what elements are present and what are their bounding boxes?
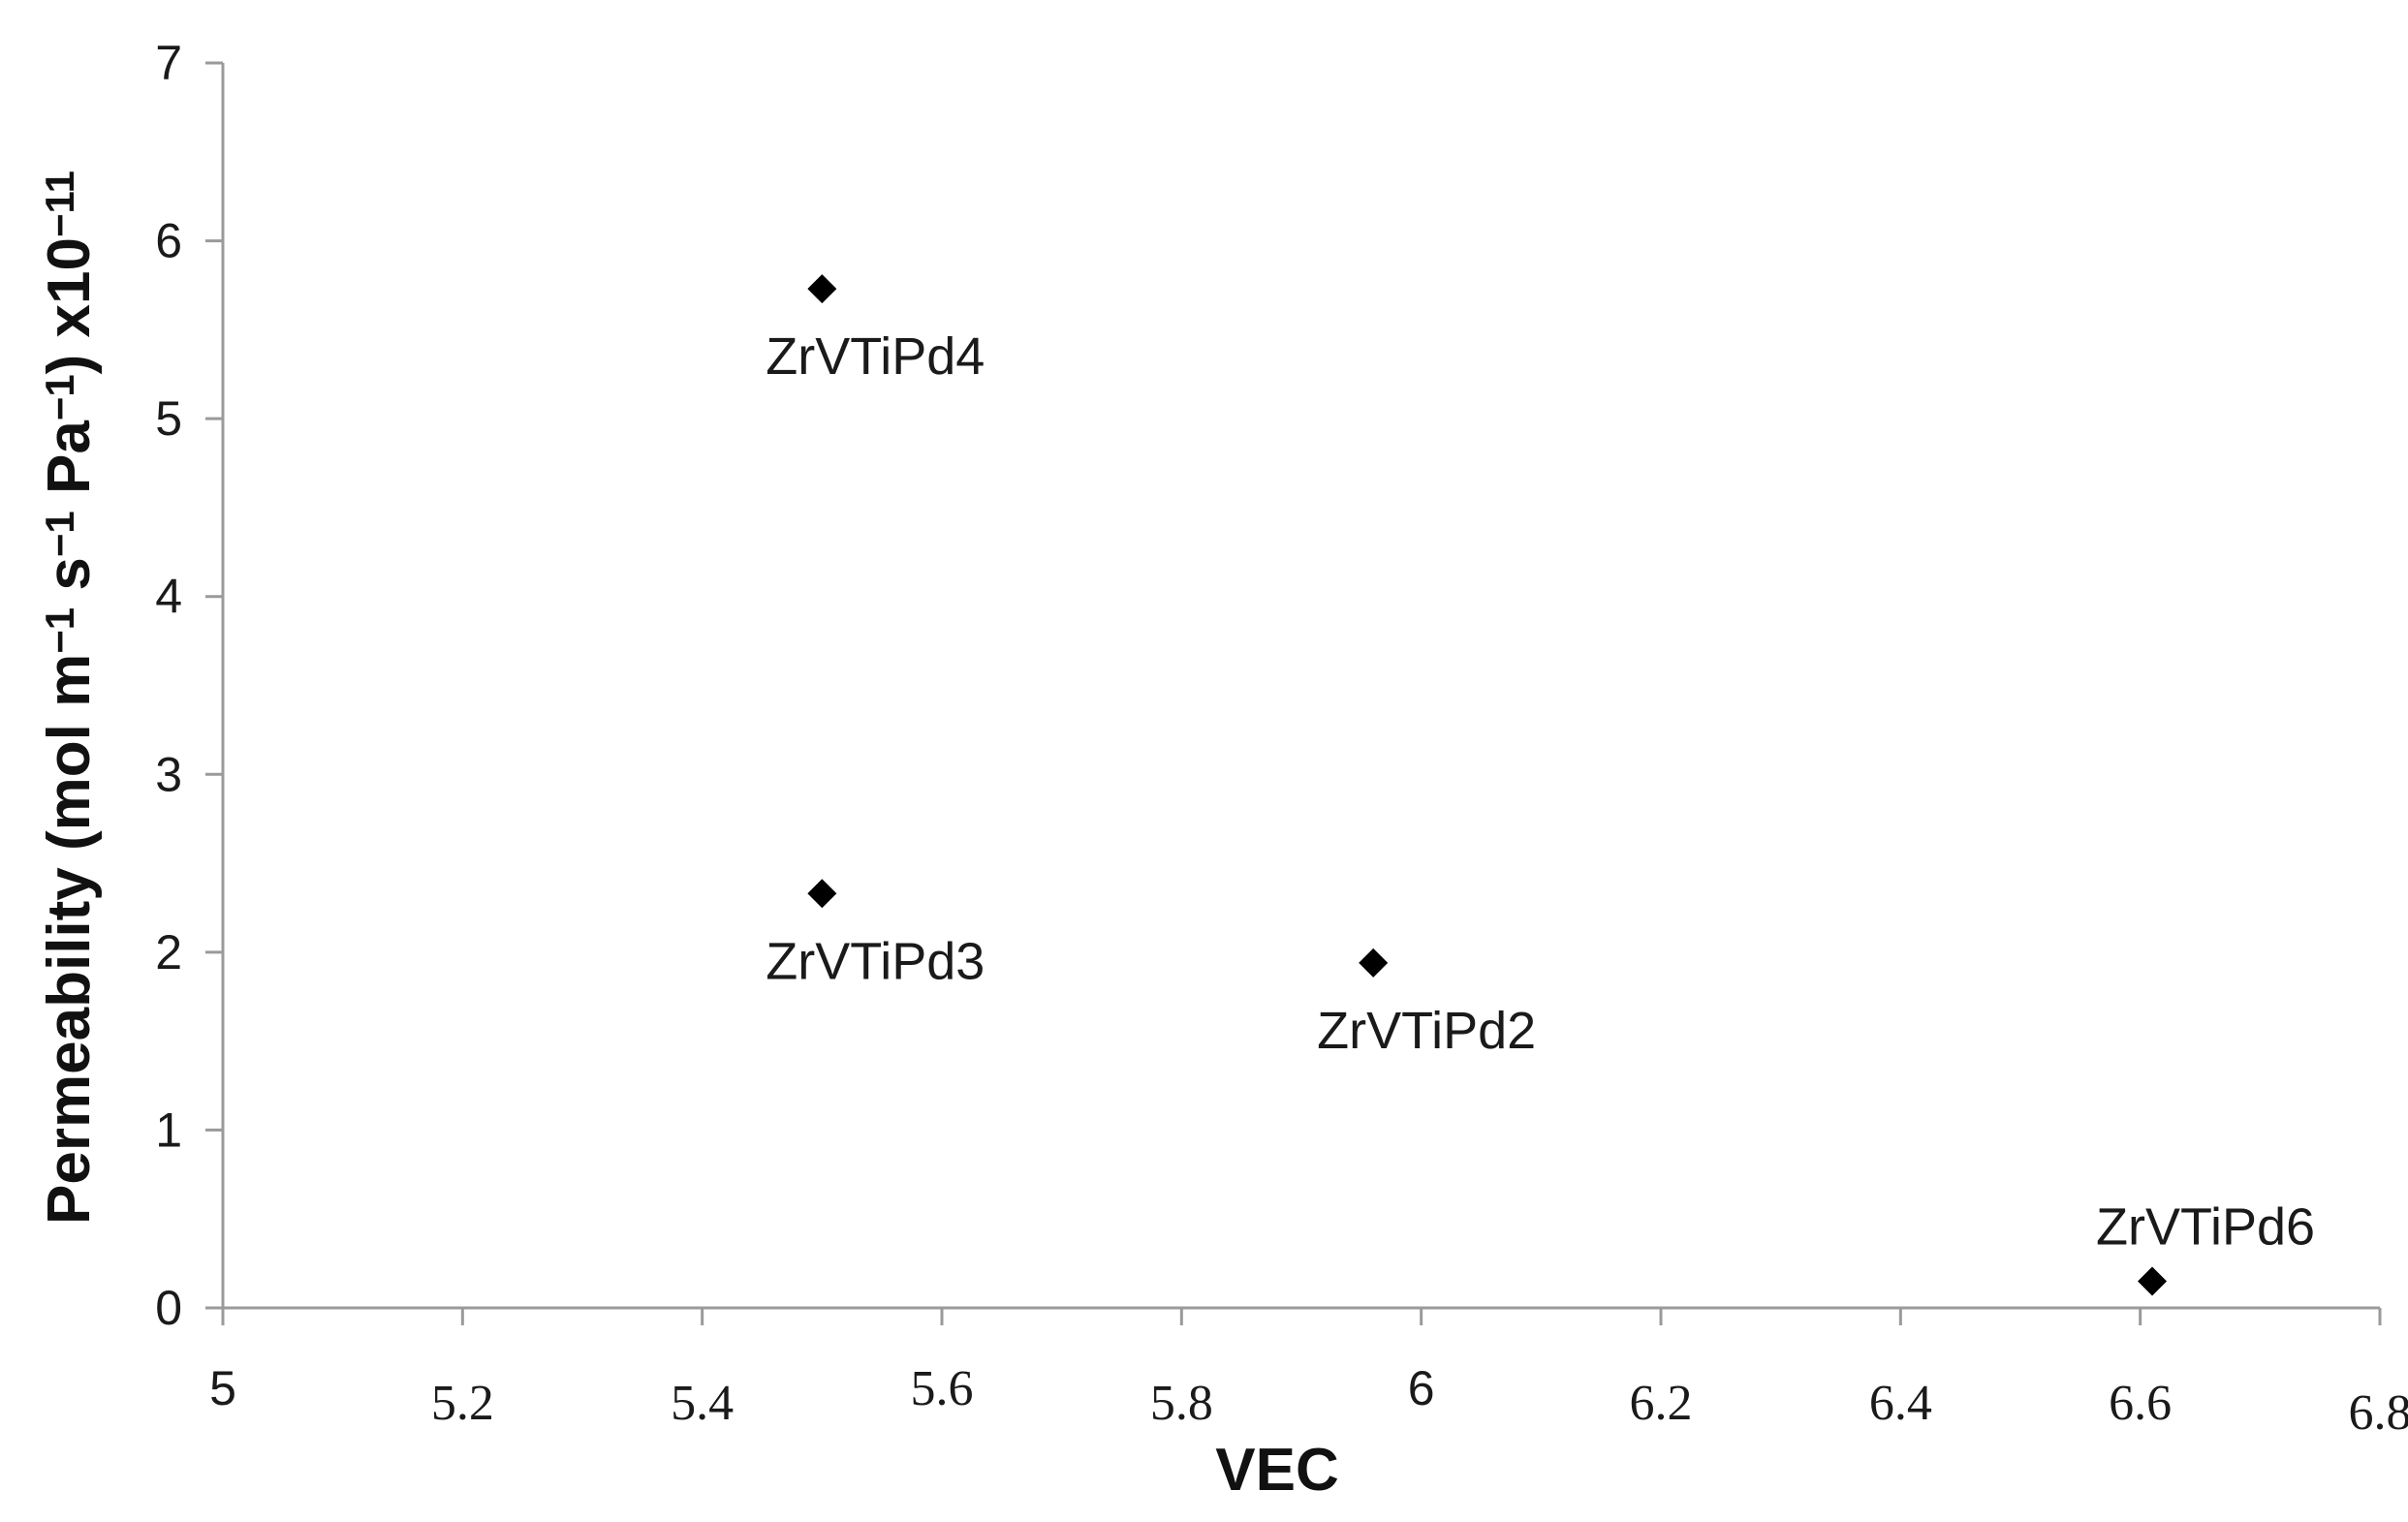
data-point-label: ZrVTiPd6 [2096, 1197, 2315, 1256]
y-axis-title-superscript: −1 [37, 374, 82, 420]
x-tick-label: 5.8 [1150, 1376, 1213, 1431]
x-tick-label: 5.6 [911, 1361, 974, 1416]
y-axis-title-superscript: −1 [37, 607, 82, 654]
x-tick-label: 6.4 [1869, 1376, 1932, 1431]
axes [221, 63, 2380, 1310]
data-point-marker [807, 879, 837, 909]
y-axis-title: Permeability (mol m−1 s−1 Pa−1) x10−11 [36, 171, 103, 1225]
y-axis-title-part: ) x10 [36, 237, 103, 374]
x-tick-label: 5.2 [431, 1376, 494, 1431]
y-axis-title-part: s [36, 557, 103, 607]
x-tick-label: 6.8 [2349, 1385, 2408, 1441]
x-axis-title: VEC [1215, 1437, 1338, 1504]
y-axis-title-part: Pa [36, 420, 103, 512]
y-tick-label: 0 [155, 1281, 182, 1335]
y-tick-label: 3 [155, 747, 182, 801]
data-point-marker [2138, 1266, 2168, 1296]
y-axis-title-superscript: −1 [37, 511, 82, 557]
data-point-marker [807, 274, 837, 304]
x-tick-label: 6.6 [2109, 1376, 2172, 1431]
data-point-label: ZrVTiPd2 [1317, 1002, 1536, 1060]
y-tick-label: 7 [155, 36, 182, 90]
x-ticks: 5 5.2 5.4 5.6 5.8 6 6.2 6.4 6.6 6.8 [209, 1308, 2408, 1441]
x-tick-label: 5.4 [671, 1376, 734, 1431]
x-tick-label: 6 [1408, 1361, 1435, 1415]
x-tick-label: 6.2 [1630, 1376, 1693, 1431]
y-axis-title-part: Permeability (mol m [36, 654, 103, 1225]
y-tick-label: 6 [155, 214, 182, 268]
y-axis-title-superscript: −11 [37, 171, 82, 237]
data-points: ZrVTiPd4 ZrVTiPd3 ZrVTiPd2 ZrVTiPd6 [766, 274, 2315, 1296]
y-ticks: 0 1 2 3 4 5 6 7 [155, 36, 223, 1335]
y-tick-label: 5 [155, 391, 182, 446]
y-tick-label: 4 [155, 570, 182, 624]
y-tick-label: 2 [155, 925, 182, 979]
data-point-label: ZrVTiPd4 [766, 327, 985, 386]
x-tick-label: 5 [209, 1361, 236, 1415]
data-point-label: ZrVTiPd3 [766, 932, 985, 990]
data-point-marker [1359, 947, 1389, 978]
y-tick-label: 1 [155, 1103, 182, 1157]
